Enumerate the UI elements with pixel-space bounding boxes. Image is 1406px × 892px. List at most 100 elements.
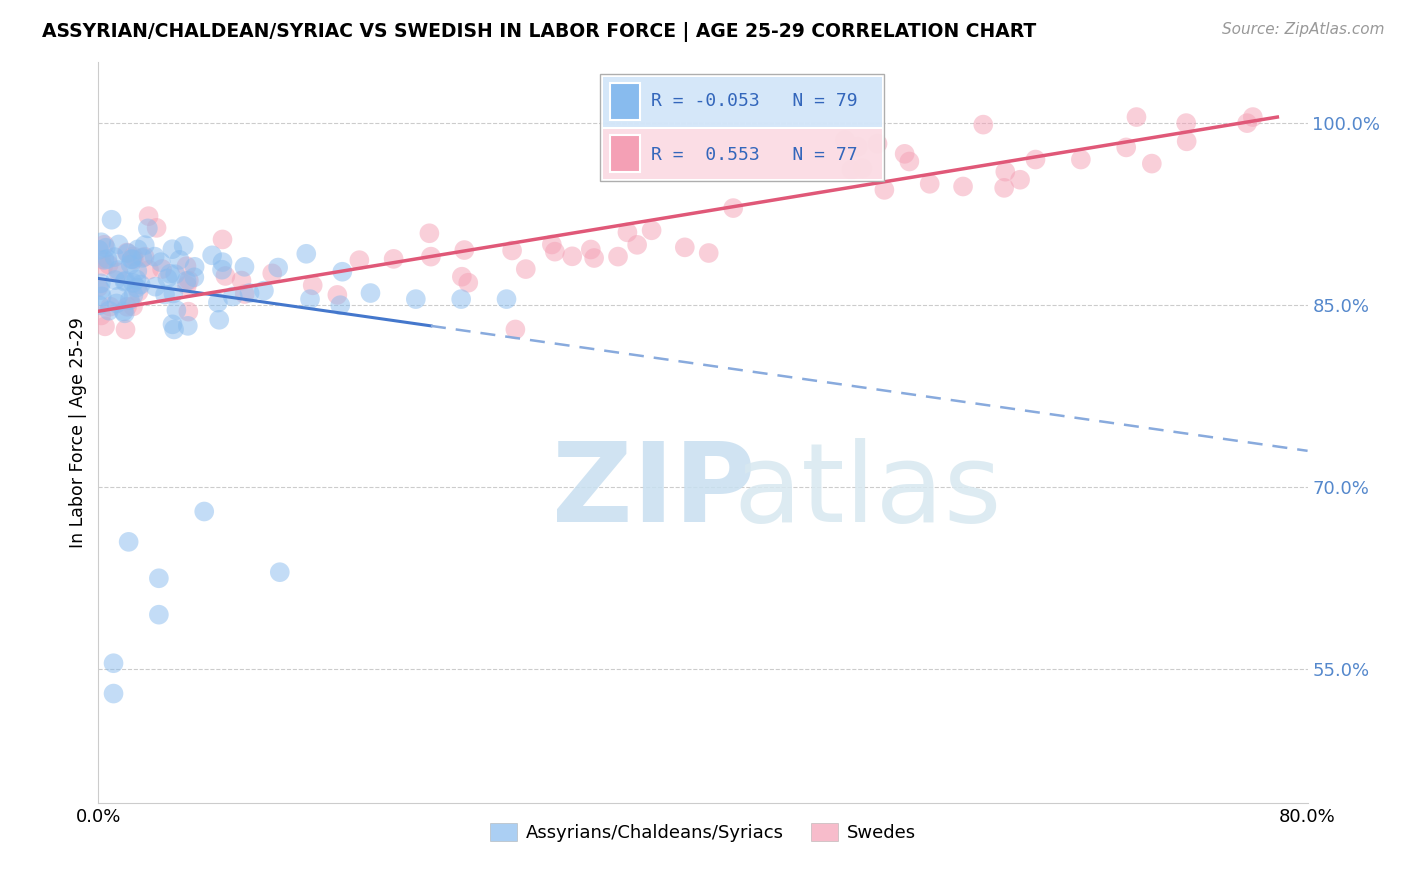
Point <box>640 223 662 237</box>
Point <box>173 239 195 253</box>
Point <box>87 243 110 257</box>
Point <box>579 243 602 257</box>
Point <box>112 304 135 318</box>
Point <box>211 262 233 277</box>
Point <box>834 133 856 147</box>
Point <box>107 290 129 304</box>
Point <box>90 277 112 291</box>
Point <box>207 295 229 310</box>
Point <box>90 252 112 267</box>
Point <box>898 154 921 169</box>
Point <box>118 293 141 307</box>
Point <box>253 284 276 298</box>
Point <box>1175 116 1198 130</box>
Point <box>544 244 567 259</box>
Point <box>267 260 290 275</box>
Point <box>1175 134 1198 148</box>
Point <box>122 299 145 313</box>
Y-axis label: In Labor Force | Age 25-29: In Labor Force | Age 25-29 <box>69 318 87 548</box>
Point <box>607 250 630 264</box>
Point <box>515 262 537 277</box>
Point <box>122 252 145 267</box>
Point <box>1236 116 1258 130</box>
Point <box>125 272 148 286</box>
Point <box>103 657 125 671</box>
Point <box>114 274 136 288</box>
Point <box>177 304 200 318</box>
Point <box>177 273 200 287</box>
Point <box>163 322 186 336</box>
Point <box>211 232 233 246</box>
Point <box>143 250 166 264</box>
Point <box>176 259 198 273</box>
Point <box>360 286 382 301</box>
Point <box>993 181 1015 195</box>
Point <box>90 289 112 303</box>
Point <box>1070 153 1092 167</box>
Point <box>616 225 638 239</box>
Point <box>326 288 349 302</box>
Point <box>505 322 527 336</box>
Point <box>143 279 166 293</box>
Point <box>115 245 138 260</box>
Point <box>846 140 869 154</box>
Point <box>97 258 120 272</box>
Point <box>150 262 173 277</box>
Point <box>952 179 974 194</box>
Point <box>183 260 205 274</box>
Point <box>1125 110 1147 124</box>
Point <box>183 270 205 285</box>
Point <box>87 280 110 294</box>
Point <box>104 273 127 287</box>
Point <box>127 243 149 257</box>
Point <box>114 306 136 320</box>
Point <box>162 286 184 301</box>
Point <box>1115 140 1137 154</box>
Point <box>540 237 562 252</box>
Point <box>156 271 179 285</box>
Point <box>94 241 117 255</box>
Text: ASSYRIAN/CHALDEAN/SYRIAC VS SWEDISH IN LABOR FORCE | AGE 25-29 CORRELATION CHART: ASSYRIAN/CHALDEAN/SYRIAC VS SWEDISH IN L… <box>42 22 1036 42</box>
Point <box>134 250 156 264</box>
FancyBboxPatch shape <box>603 129 882 179</box>
Point <box>349 253 371 268</box>
Point <box>122 276 145 290</box>
Point <box>450 292 472 306</box>
Point <box>98 303 121 318</box>
Point <box>103 687 125 701</box>
Point <box>418 227 440 241</box>
Point <box>93 237 115 252</box>
Point <box>103 250 125 264</box>
Point <box>122 288 145 302</box>
Point <box>866 136 889 151</box>
Point <box>176 274 198 288</box>
Point <box>193 504 215 518</box>
Point <box>231 274 253 288</box>
Point <box>233 260 256 274</box>
Point <box>214 268 236 283</box>
Point <box>329 298 352 312</box>
Point <box>153 287 176 301</box>
Point <box>120 252 142 267</box>
Point <box>262 266 284 280</box>
Point <box>222 289 245 303</box>
Point <box>134 238 156 252</box>
Point <box>239 286 262 301</box>
Text: ZIP: ZIP <box>551 438 755 545</box>
Point <box>723 201 745 215</box>
Bar <box>610 135 640 172</box>
Point <box>98 300 121 314</box>
Point <box>125 280 148 294</box>
Point <box>136 221 159 235</box>
Point <box>1010 173 1032 187</box>
Point <box>211 255 233 269</box>
Point <box>90 309 112 323</box>
Point <box>122 250 145 264</box>
Point <box>91 259 114 273</box>
Point <box>626 237 648 252</box>
Point <box>697 246 720 260</box>
Point <box>673 240 696 254</box>
Point <box>117 246 139 260</box>
Point <box>115 300 138 314</box>
Point <box>127 285 149 299</box>
